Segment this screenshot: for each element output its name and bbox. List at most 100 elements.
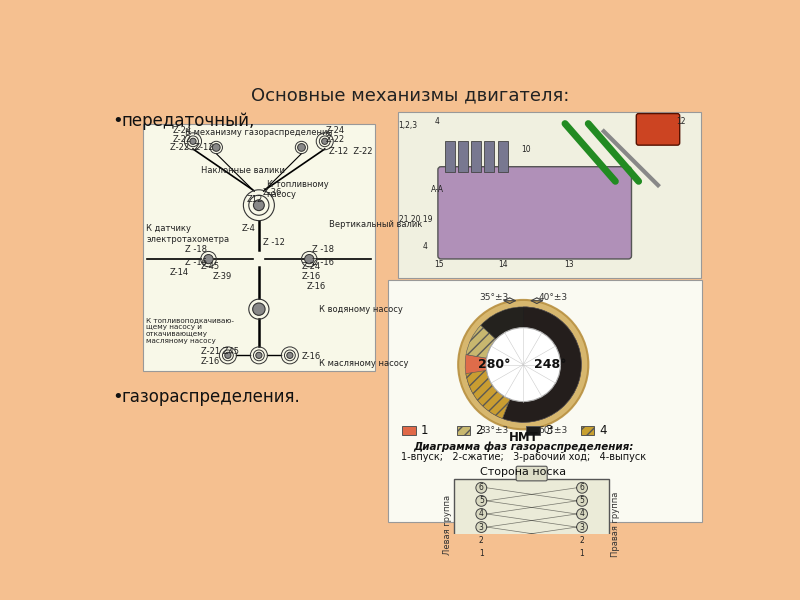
Bar — [498, 141, 508, 172]
Bar — [454, 479, 609, 571]
Circle shape — [577, 548, 587, 559]
Bar — [485, 141, 494, 172]
Text: 4: 4 — [599, 424, 606, 437]
Circle shape — [577, 535, 587, 545]
Circle shape — [577, 482, 587, 493]
Circle shape — [190, 138, 196, 145]
Text: К масляному насосу: К масляному насосу — [319, 359, 409, 368]
Text: 1: 1 — [580, 549, 585, 558]
Text: 4: 4 — [580, 509, 585, 518]
Text: 248°: 248° — [534, 358, 566, 371]
Text: Z -18: Z -18 — [311, 245, 334, 254]
Text: Z-24: Z-24 — [173, 126, 192, 135]
Text: 35°±3: 35°±3 — [479, 293, 509, 302]
Text: Z -18: Z -18 — [186, 245, 207, 254]
Text: 13: 13 — [564, 260, 574, 269]
Text: Z-22  Z-12: Z-22 Z-12 — [170, 143, 214, 152]
Text: Z12: Z12 — [247, 194, 263, 203]
Text: Левая группа: Левая группа — [443, 494, 453, 555]
Text: 1: 1 — [421, 424, 428, 437]
Text: 60°±3: 60°±3 — [538, 425, 567, 434]
Text: Основные механизмы двигателя:: Основные механизмы двигателя: — [251, 86, 569, 104]
Text: •: • — [112, 388, 123, 406]
Text: 3: 3 — [479, 523, 484, 532]
Circle shape — [305, 254, 314, 264]
Circle shape — [476, 548, 486, 559]
Circle shape — [577, 521, 587, 532]
Text: Z-16: Z-16 — [302, 272, 321, 281]
Text: 1-впуск;   2-сжатие;   3-рабочий ход;   4-выпуск: 1-впуск; 2-сжатие; 3-рабочий ход; 4-выпу… — [401, 452, 646, 463]
Text: Z -12: Z -12 — [262, 238, 285, 247]
Bar — [457, 426, 470, 434]
Text: 3: 3 — [580, 523, 585, 532]
Text: газораспределения.: газораспределения. — [122, 388, 301, 406]
Text: Z-24: Z-24 — [302, 262, 321, 271]
Text: 2: 2 — [479, 536, 484, 545]
Circle shape — [254, 200, 264, 211]
Text: К топливному
насосу: К топливному насосу — [266, 180, 328, 199]
Text: 14: 14 — [498, 260, 508, 269]
Text: 33°±3: 33°±3 — [479, 425, 509, 434]
Text: Z-4: Z-4 — [242, 224, 256, 233]
Text: К водяному насосу: К водяному насосу — [319, 305, 403, 314]
Text: Вертикальный валик: Вертикальный валик — [329, 220, 422, 229]
Text: 5: 5 — [479, 496, 484, 505]
Text: Z-36: Z-36 — [262, 188, 282, 197]
Text: 12: 12 — [677, 117, 686, 126]
Text: 2: 2 — [580, 536, 585, 545]
Text: 4: 4 — [434, 117, 439, 126]
Text: Z -16: Z -16 — [186, 259, 207, 268]
Text: Наклонные валики: Наклонные валики — [202, 166, 286, 175]
Text: Диаграмма фаз газораспределения:: Диаграмма фаз газораспределения: — [413, 442, 634, 452]
Text: A-A: A-A — [430, 185, 444, 194]
FancyBboxPatch shape — [636, 113, 680, 145]
Wedge shape — [466, 370, 510, 419]
Text: 280°: 280° — [478, 358, 510, 371]
Wedge shape — [466, 325, 496, 358]
Text: Z-16: Z-16 — [302, 352, 321, 361]
Text: Z-39: Z-39 — [212, 272, 232, 281]
Text: 5: 5 — [580, 496, 585, 505]
Bar — [402, 426, 416, 434]
Circle shape — [476, 521, 486, 532]
Circle shape — [476, 482, 486, 493]
Circle shape — [476, 535, 486, 545]
Text: 15: 15 — [434, 260, 443, 269]
Bar — [388, 280, 702, 523]
Circle shape — [577, 509, 587, 520]
Text: передаточный,: передаточный, — [122, 112, 255, 130]
Text: НМТ: НМТ — [508, 431, 538, 444]
Bar — [458, 141, 468, 172]
Text: Z-12  Z-22: Z-12 Z-22 — [329, 147, 372, 156]
Text: 1: 1 — [479, 549, 484, 558]
Text: 4: 4 — [479, 509, 484, 518]
Bar — [526, 426, 540, 434]
Circle shape — [256, 352, 262, 358]
Text: 6: 6 — [479, 484, 484, 492]
Text: Z-24: Z-24 — [326, 126, 345, 135]
Circle shape — [225, 352, 231, 358]
Text: •: • — [112, 112, 123, 130]
Text: 1,2,3: 1,2,3 — [398, 121, 418, 130]
Text: 3: 3 — [545, 424, 552, 437]
Text: Правая группа: Правая группа — [611, 492, 620, 557]
Circle shape — [298, 143, 306, 151]
Text: Z-16: Z-16 — [307, 281, 326, 290]
Text: Z -16: Z -16 — [311, 259, 334, 268]
Text: К датчику
электротахометра: К датчику электротахометра — [146, 224, 230, 244]
Text: 10: 10 — [522, 145, 531, 154]
Circle shape — [253, 303, 265, 316]
FancyBboxPatch shape — [516, 466, 547, 481]
Circle shape — [458, 300, 588, 429]
Circle shape — [286, 352, 293, 358]
Bar — [471, 141, 482, 172]
Text: Z-22: Z-22 — [326, 135, 345, 144]
Text: 6: 6 — [580, 484, 585, 492]
Text: К механизму газораспределения: К механизму газораспределения — [185, 128, 333, 137]
Text: Z-16: Z-16 — [201, 357, 220, 366]
Text: Z-45: Z-45 — [201, 262, 220, 271]
Circle shape — [476, 509, 486, 520]
Circle shape — [204, 254, 213, 264]
Bar — [142, 124, 375, 371]
Circle shape — [486, 328, 561, 401]
